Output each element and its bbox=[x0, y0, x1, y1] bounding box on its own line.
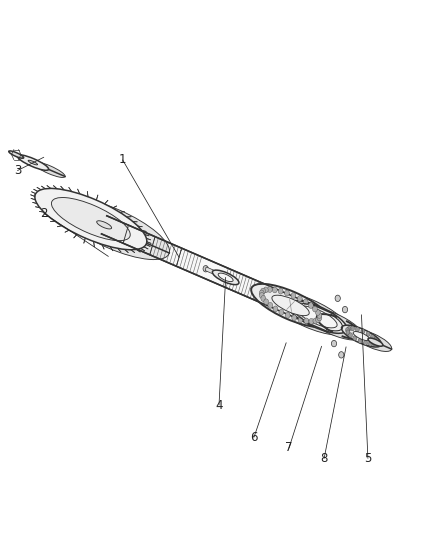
Circle shape bbox=[261, 288, 265, 294]
Circle shape bbox=[261, 295, 266, 301]
Circle shape bbox=[366, 332, 370, 336]
Circle shape bbox=[317, 315, 322, 321]
Circle shape bbox=[373, 337, 377, 342]
Circle shape bbox=[343, 306, 348, 313]
Polygon shape bbox=[205, 267, 219, 276]
Circle shape bbox=[285, 312, 290, 318]
Circle shape bbox=[317, 312, 322, 318]
Polygon shape bbox=[102, 216, 333, 332]
Ellipse shape bbox=[51, 198, 130, 241]
Circle shape bbox=[203, 265, 208, 272]
Circle shape bbox=[358, 338, 362, 343]
Circle shape bbox=[259, 290, 264, 296]
Circle shape bbox=[346, 328, 350, 333]
Circle shape bbox=[371, 335, 374, 340]
Circle shape bbox=[372, 341, 376, 346]
Text: 7: 7 bbox=[285, 441, 293, 454]
Circle shape bbox=[298, 317, 303, 322]
Circle shape bbox=[368, 341, 372, 346]
Ellipse shape bbox=[17, 155, 49, 171]
Circle shape bbox=[361, 329, 365, 334]
Circle shape bbox=[335, 295, 340, 302]
Ellipse shape bbox=[218, 273, 233, 281]
Circle shape bbox=[272, 287, 277, 293]
Circle shape bbox=[304, 318, 309, 324]
Circle shape bbox=[279, 309, 284, 315]
Circle shape bbox=[347, 326, 351, 331]
Ellipse shape bbox=[35, 189, 147, 250]
Ellipse shape bbox=[212, 270, 239, 285]
Circle shape bbox=[355, 327, 359, 332]
Ellipse shape bbox=[272, 295, 309, 316]
Circle shape bbox=[297, 296, 302, 302]
Circle shape bbox=[263, 287, 268, 293]
Ellipse shape bbox=[287, 301, 347, 333]
Circle shape bbox=[313, 318, 318, 324]
Text: 8: 8 bbox=[321, 452, 328, 465]
Circle shape bbox=[278, 288, 283, 294]
Circle shape bbox=[349, 333, 353, 337]
Circle shape bbox=[292, 315, 297, 321]
Text: 1: 1 bbox=[119, 154, 127, 166]
Circle shape bbox=[350, 326, 354, 331]
Circle shape bbox=[259, 293, 264, 298]
Circle shape bbox=[303, 299, 308, 305]
Circle shape bbox=[374, 340, 378, 344]
Ellipse shape bbox=[297, 306, 337, 328]
Ellipse shape bbox=[57, 198, 170, 260]
Ellipse shape bbox=[28, 160, 38, 165]
Ellipse shape bbox=[251, 284, 330, 327]
Ellipse shape bbox=[270, 292, 349, 335]
Text: 6: 6 bbox=[250, 431, 258, 443]
Circle shape bbox=[308, 303, 313, 309]
Circle shape bbox=[264, 299, 268, 305]
Circle shape bbox=[309, 318, 314, 324]
Circle shape bbox=[332, 341, 337, 347]
Circle shape bbox=[291, 293, 296, 298]
Circle shape bbox=[285, 290, 290, 296]
Ellipse shape bbox=[303, 308, 363, 340]
Ellipse shape bbox=[352, 329, 392, 351]
Text: 2: 2 bbox=[40, 207, 48, 220]
Ellipse shape bbox=[368, 338, 383, 346]
Circle shape bbox=[346, 330, 350, 335]
Circle shape bbox=[267, 287, 272, 293]
Circle shape bbox=[316, 317, 321, 323]
Ellipse shape bbox=[97, 221, 112, 229]
Ellipse shape bbox=[342, 325, 381, 347]
Text: 5: 5 bbox=[364, 452, 371, 465]
Circle shape bbox=[339, 352, 344, 358]
Ellipse shape bbox=[9, 151, 24, 158]
Circle shape bbox=[313, 306, 318, 312]
Text: 4: 4 bbox=[215, 399, 223, 411]
Ellipse shape bbox=[353, 332, 370, 341]
Circle shape bbox=[364, 341, 367, 345]
Circle shape bbox=[353, 336, 357, 341]
Circle shape bbox=[268, 302, 273, 308]
Circle shape bbox=[315, 310, 320, 316]
Text: 3: 3 bbox=[14, 164, 21, 177]
Ellipse shape bbox=[34, 162, 65, 177]
Circle shape bbox=[273, 306, 278, 312]
